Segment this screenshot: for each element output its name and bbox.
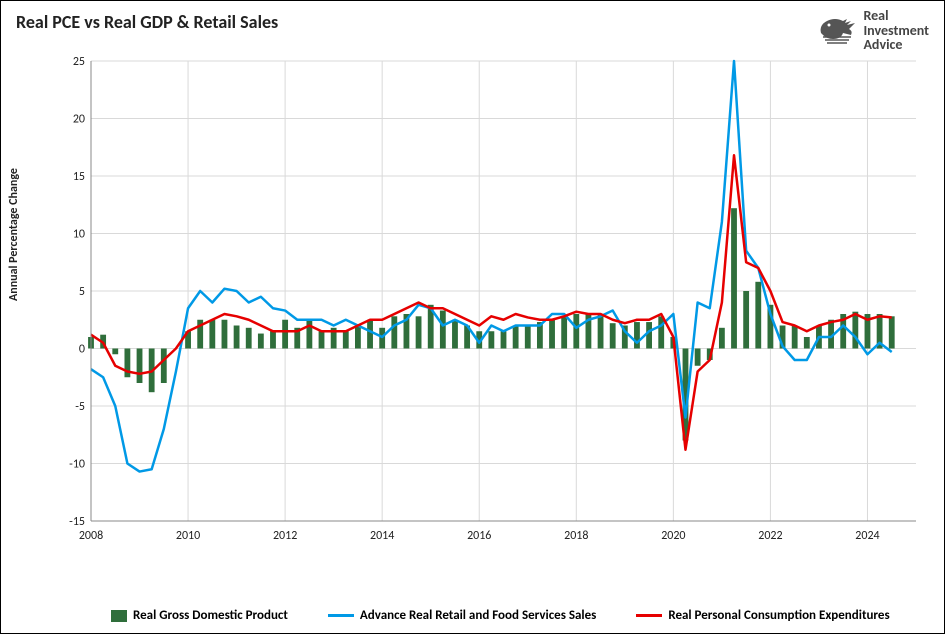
svg-text:-15: -15 xyxy=(69,515,85,529)
svg-text:5: 5 xyxy=(79,285,85,299)
legend-label: Real Personal Consumption Expenditures xyxy=(668,608,889,623)
svg-text:25: 25 xyxy=(73,55,85,69)
svg-text:-10: -10 xyxy=(69,458,85,472)
svg-text:2022: 2022 xyxy=(758,529,782,543)
chart-title: Real PCE vs Real GDP & Retail Sales xyxy=(16,11,278,33)
svg-text:2008: 2008 xyxy=(79,529,103,543)
svg-text:0: 0 xyxy=(79,343,85,357)
legend-swatch xyxy=(636,614,662,617)
chart-container: Real PCE vs Real GDP & Retail Sales Real… xyxy=(0,0,945,634)
chart-plot: -15 -10 -5 0 5 10 15 20 25 2008 2010 2012 2014 2016 20… xyxy=(56,51,926,551)
svg-text:2010: 2010 xyxy=(176,529,200,543)
legend-swatch xyxy=(328,614,354,617)
svg-text:20: 20 xyxy=(73,113,85,127)
legend-label: Real Gross Domestic Product xyxy=(133,608,288,623)
y-axis-label: Annual Percentage Change xyxy=(7,168,21,301)
svg-text:2024: 2024 xyxy=(855,529,879,543)
legend-label: Advance Real Retail and Food Services Sa… xyxy=(360,608,596,623)
svg-text:2014: 2014 xyxy=(370,529,394,543)
legend: Real Gross Domestic Product Advance Real … xyxy=(111,608,904,623)
brand-logo: Real Investment Advice xyxy=(817,9,929,53)
svg-text:2016: 2016 xyxy=(467,529,491,543)
legend-item: Real Gross Domestic Product xyxy=(111,608,288,623)
svg-text:2018: 2018 xyxy=(564,529,588,543)
legend-item: Advance Real Retail and Food Services Sa… xyxy=(328,608,596,623)
svg-text:10: 10 xyxy=(73,228,85,242)
svg-text:15: 15 xyxy=(73,170,85,184)
svg-text:2020: 2020 xyxy=(661,529,685,543)
legend-item: Real Personal Consumption Expenditures xyxy=(636,608,889,623)
svg-text:2012: 2012 xyxy=(273,529,297,543)
svg-text:-5: -5 xyxy=(75,400,85,414)
legend-swatch xyxy=(111,610,127,622)
brand-text: Real Investment Advice xyxy=(863,9,929,53)
eagle-icon xyxy=(817,15,857,47)
